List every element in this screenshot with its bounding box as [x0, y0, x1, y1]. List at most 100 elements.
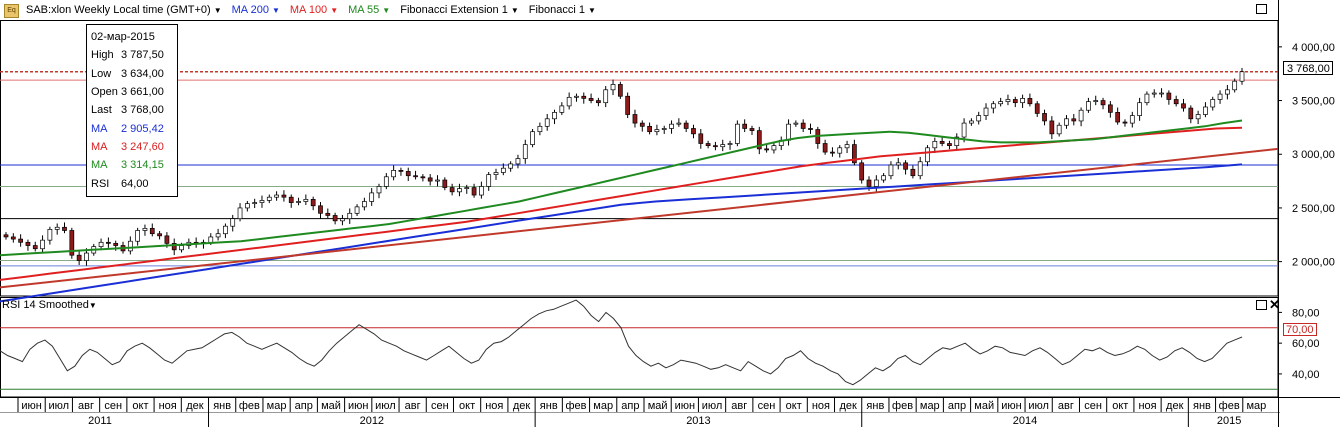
info-row-value: 3 314,15	[121, 159, 164, 172]
ma200-indicator[interactable]: MA 200 ▼	[232, 4, 280, 16]
candle-body	[1005, 99, 1011, 102]
candle-body	[917, 161, 923, 177]
candle-body	[1049, 120, 1055, 135]
candle-body	[1144, 93, 1150, 104]
candle-body	[639, 122, 645, 127]
candle-body	[808, 128, 813, 130]
fibonacci-indicator[interactable]: Fibonacci 1 ▼	[529, 4, 596, 16]
symbol-selector[interactable]: SAB:xlon Weekly Local time (GMT+0) ▼	[26, 4, 222, 16]
candle-body	[990, 103, 996, 109]
candle-body	[69, 230, 75, 256]
candle-body	[281, 194, 287, 198]
candle-body	[1210, 99, 1216, 108]
candle-body	[84, 252, 89, 261]
month-label: мар	[1246, 400, 1266, 412]
candle-body	[764, 148, 769, 151]
month-label: мар	[267, 400, 287, 412]
candle-body	[1034, 103, 1040, 114]
candle-body	[1093, 100, 1099, 102]
month-label: ноя	[159, 400, 177, 412]
rsi-tick-label: 80,00	[1292, 307, 1320, 319]
info-row-key: MA	[91, 122, 108, 135]
month-label: фев	[1219, 400, 1240, 412]
candle-body	[76, 254, 82, 261]
ma55-line	[0, 119, 1243, 257]
candle-body	[457, 188, 462, 193]
candle-body	[837, 147, 843, 154]
month-label: окт	[459, 400, 475, 412]
maximize-rsi-icon[interactable]	[1256, 300, 1267, 310]
candle-body	[844, 144, 850, 149]
candle-body	[391, 170, 396, 178]
candle-body	[939, 141, 945, 144]
month-label: мар	[593, 400, 613, 412]
rsi-title[interactable]: RSI 14 Smoothed▼	[2, 299, 97, 311]
caret-down-icon: ▼	[382, 5, 391, 15]
candle-body	[888, 164, 894, 177]
month-label: фев	[892, 400, 913, 412]
month-label: ноя	[1138, 400, 1156, 412]
eq-icon[interactable]: Eq	[4, 4, 19, 18]
info-row: MA 3 247,60	[91, 138, 173, 156]
candle-body	[62, 226, 67, 231]
candle-body	[581, 95, 587, 99]
candle-body	[793, 122, 799, 125]
candle-body	[237, 207, 243, 220]
ohlc-info-box: 02-мар-2015 High 3 787,50 Low 3 634,00 Open 3…	[86, 24, 178, 197]
month-label: июл	[375, 400, 396, 412]
month-label: май	[321, 400, 341, 412]
month-label: окт	[132, 400, 148, 412]
candle-body	[3, 234, 9, 238]
info-row-key: Open	[91, 86, 118, 99]
fibonacci-extension-line	[0, 147, 1279, 289]
candle-body	[515, 158, 521, 165]
candle-body	[537, 125, 543, 133]
candle-body	[252, 202, 258, 204]
candle-body	[822, 143, 828, 153]
ma100-indicator[interactable]: MA 100 ▼	[290, 4, 338, 16]
candle-body	[149, 227, 155, 235]
candle-body	[135, 230, 141, 242]
candle-body	[244, 203, 250, 209]
fibonacci-extension-indicator[interactable]: Fibonacci Extension 1 ▼	[400, 4, 519, 16]
month-label: окт	[786, 400, 802, 412]
candle-body	[522, 144, 528, 159]
candle-body	[127, 240, 133, 252]
maximize-icon[interactable]	[1256, 4, 1267, 14]
candle-body	[713, 145, 718, 148]
candle-body	[1064, 118, 1069, 126]
month-label: сен	[431, 400, 449, 412]
candle-body	[727, 143, 733, 145]
price-tick-label: 2 000,00	[1292, 257, 1335, 269]
price-tick-label: 2 500,00	[1292, 203, 1335, 215]
candle-body	[303, 198, 309, 202]
ma55-indicator[interactable]: MA 55 ▼	[348, 4, 390, 16]
month-label: июн	[21, 400, 41, 412]
candle-body	[530, 131, 535, 145]
candle-body	[1181, 103, 1186, 109]
month-label: янв	[540, 400, 558, 412]
candle-body	[683, 122, 689, 129]
month-label: сен	[104, 400, 122, 412]
candle-body	[574, 95, 579, 98]
candle-body	[288, 196, 294, 203]
candle-body	[1137, 102, 1142, 116]
candle-body	[895, 162, 901, 166]
month-label: фев	[565, 400, 586, 412]
candle-body	[705, 143, 711, 146]
caret-down-icon: ▼	[271, 5, 280, 15]
candle-body	[976, 115, 982, 122]
year-label: 2014	[1013, 415, 1037, 427]
month-label: ноя	[812, 400, 830, 412]
month-label: апр	[621, 400, 639, 412]
candle-body	[742, 123, 748, 129]
close-icon[interactable]: ✕	[1269, 297, 1280, 312]
caret-down-icon: ▼	[88, 301, 97, 310]
candle-body	[654, 129, 660, 133]
ma100-line	[0, 126, 1243, 281]
month-label: июл	[49, 400, 70, 412]
year-label: 2015	[1217, 415, 1241, 427]
caret-down-icon: ▼	[588, 5, 596, 15]
